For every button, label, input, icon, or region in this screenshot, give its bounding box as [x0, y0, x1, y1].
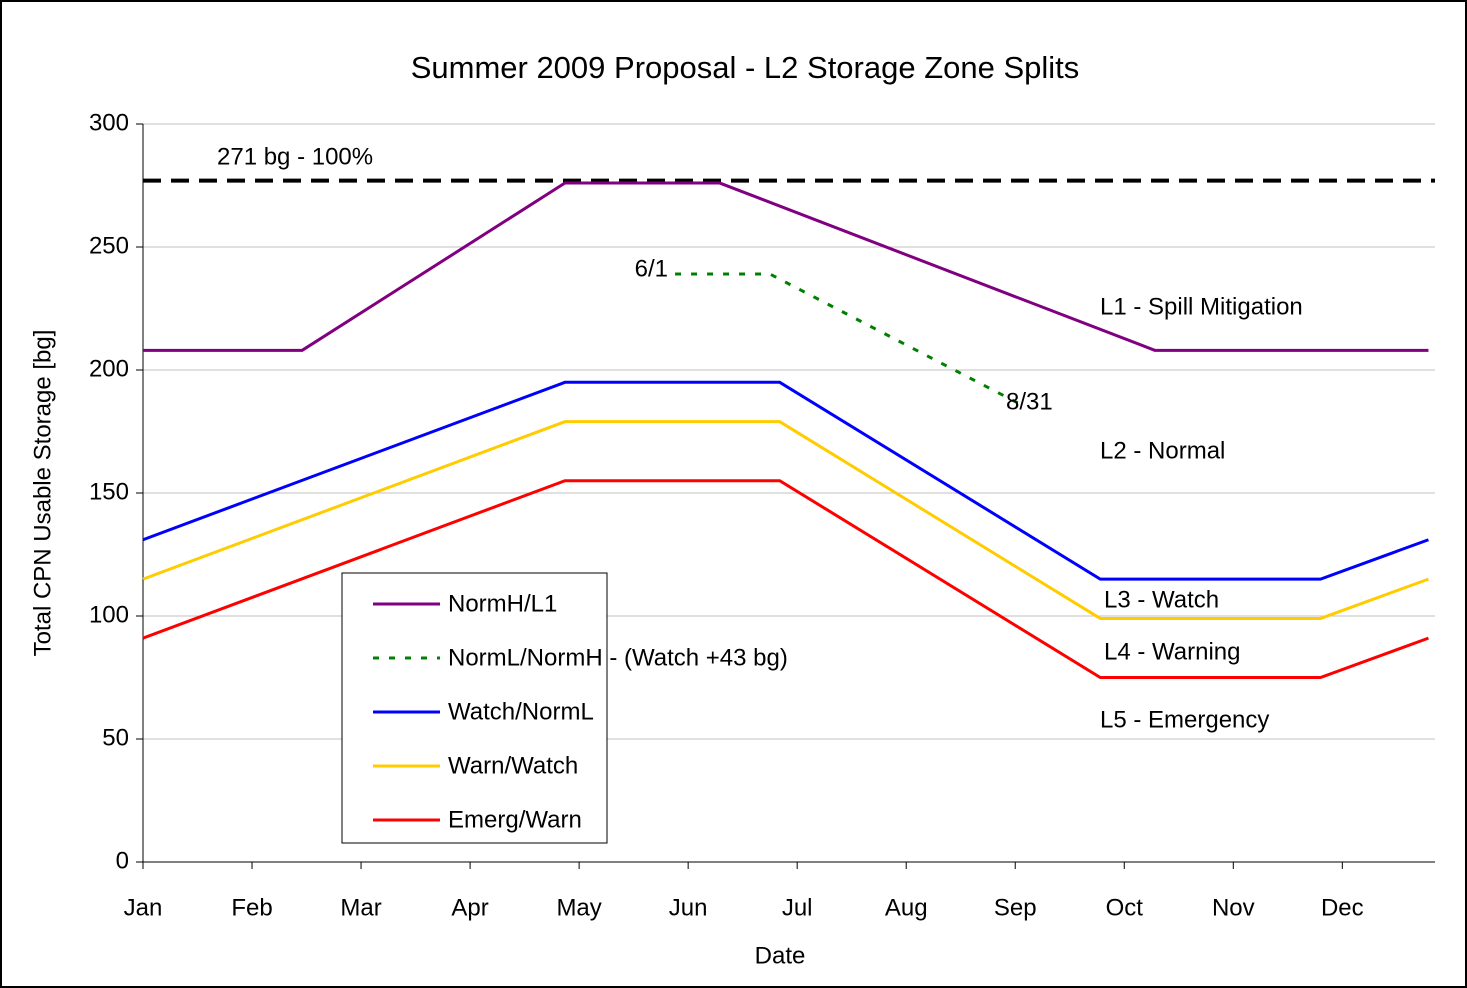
x-tick-label: Aug — [885, 894, 928, 921]
legend-label: Warn/Watch — [448, 752, 578, 779]
chart-title: Summer 2009 Proposal - L2 Storage Zone S… — [411, 50, 1080, 85]
x-tick-label: Nov — [1212, 894, 1255, 921]
x-tick-label: Oct — [1106, 894, 1144, 921]
x-tick-label: Sep — [994, 894, 1037, 921]
series-line — [143, 181, 1429, 352]
y-tick-label: 200 — [89, 355, 129, 382]
series-line — [142, 420, 1429, 620]
legend-label: NormH/L1 — [448, 590, 557, 617]
annotation: 6/1 — [635, 255, 668, 282]
annotation: L1 - Spill Mitigation — [1100, 293, 1303, 320]
x-axis-label: Date — [755, 942, 806, 969]
annotation: L2 - Normal — [1100, 437, 1225, 464]
y-tick-label: 100 — [89, 601, 129, 628]
x-tick-label: Jun — [669, 894, 708, 921]
x-tick-label: Dec — [1321, 894, 1364, 921]
x-tick-label: Apr — [451, 894, 488, 921]
series-line — [142, 380, 1429, 581]
legend-box — [341, 572, 608, 844]
legend-label: Emerg/Warn — [448, 806, 582, 833]
annotation: L4 - Warning — [1104, 638, 1241, 665]
series-line — [142, 479, 1429, 679]
legend-label: Watch/NormL — [448, 698, 594, 725]
x-tick-label: Mar — [340, 894, 381, 921]
y-tick-label: 0 — [116, 847, 129, 874]
y-tick-label: 50 — [102, 724, 129, 751]
legend-label: NormL/NormH - (Watch +43 bg) — [448, 644, 788, 671]
annotation: 8/31 — [1006, 388, 1053, 415]
x-tick-label: Feb — [231, 894, 272, 921]
annotation: L3 - Watch — [1104, 586, 1219, 613]
annotation: 271 bg - 100% — [217, 143, 373, 170]
x-tick-label: Jul — [782, 894, 813, 921]
y-axis-label: Total CPN Usable Storage [bg] — [29, 330, 56, 657]
y-tick-label: 150 — [89, 478, 129, 505]
annotation: L5 - Emergency — [1100, 706, 1269, 733]
x-tick-label: Jan — [124, 894, 163, 921]
y-tick-label: 300 — [89, 109, 129, 136]
y-tick-label: 250 — [89, 232, 129, 259]
x-tick-label: May — [556, 894, 601, 921]
